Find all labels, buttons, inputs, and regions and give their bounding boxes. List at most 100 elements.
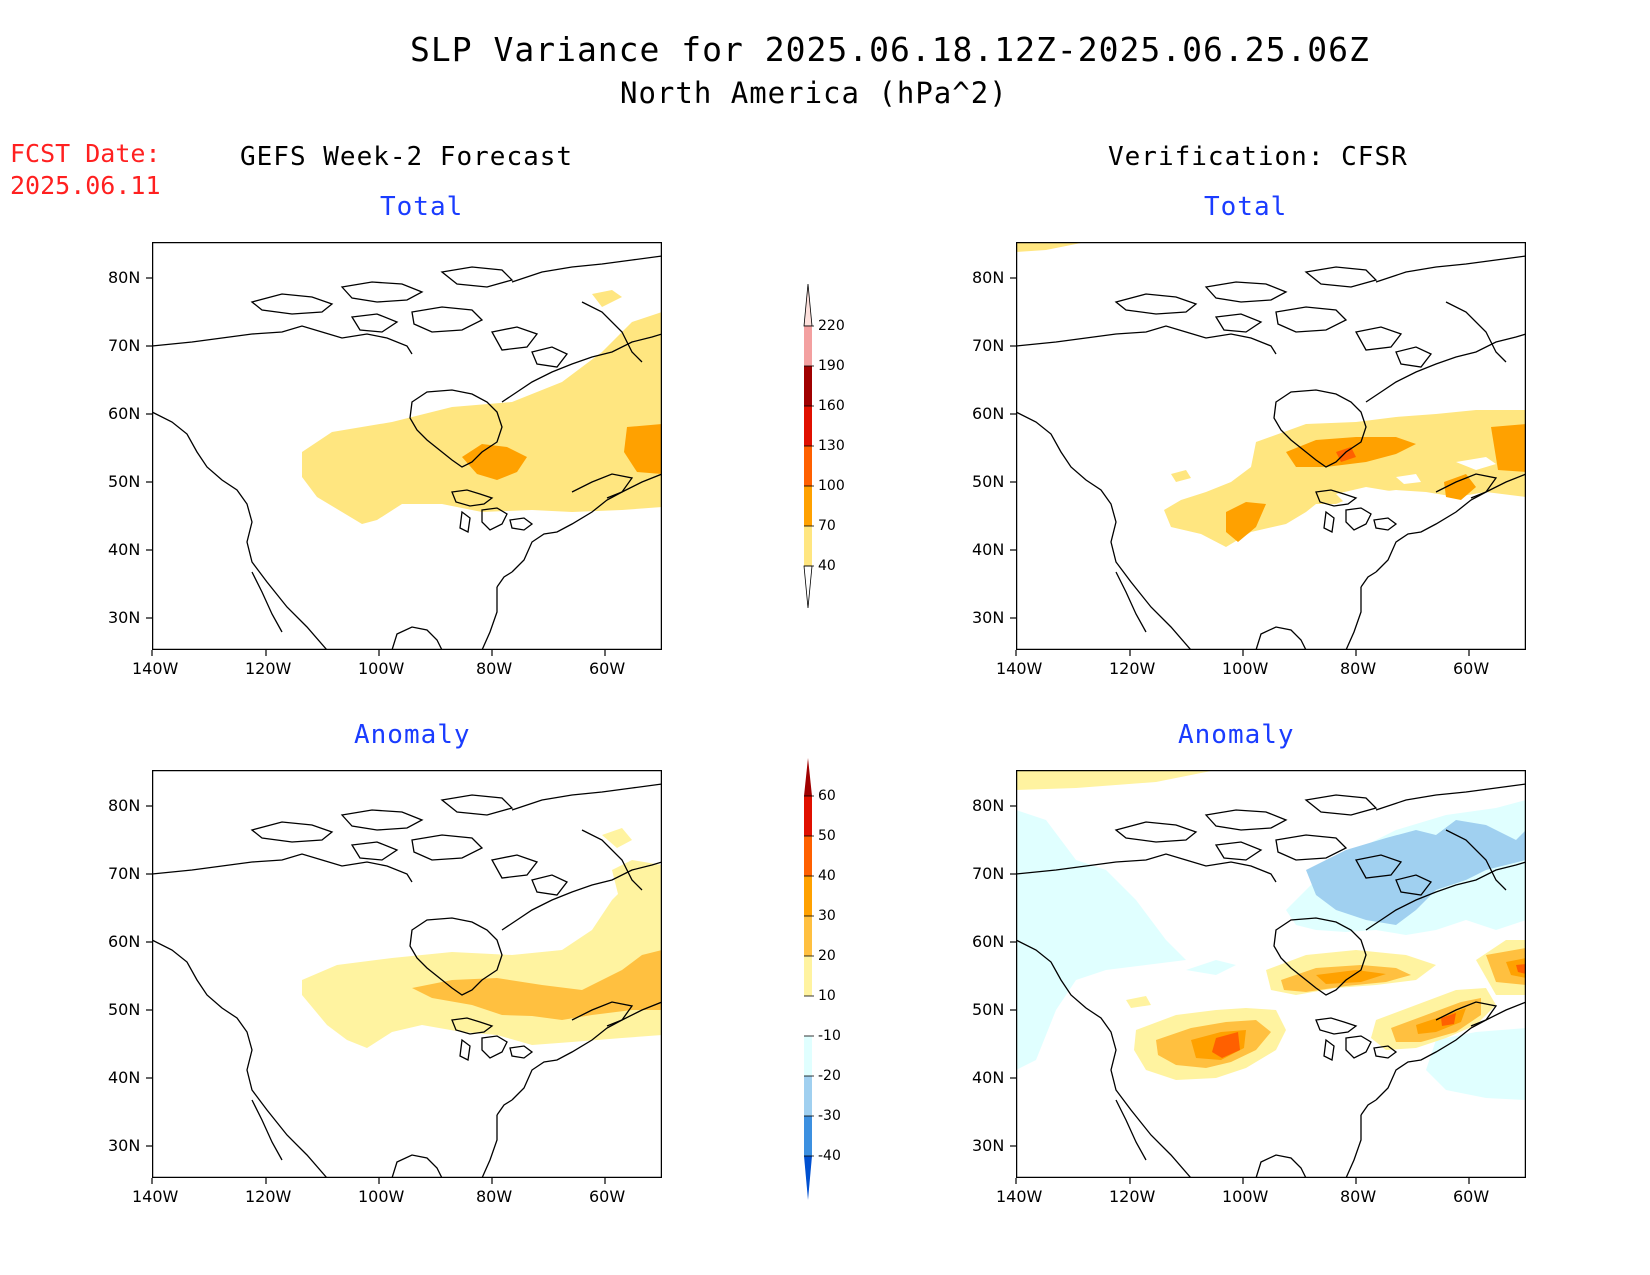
colorbar-total	[796, 282, 836, 612]
colorbar-total-seg-160-190	[804, 366, 812, 406]
y-tick-30n: 30N	[108, 1136, 141, 1155]
map-panel-cfsr-anomaly	[1015, 769, 1527, 1179]
chart-title: SLP Variance for 2025.06.18.12Z-2025.06.…	[410, 30, 1370, 69]
colorbar-total-seg-190-220	[804, 326, 812, 366]
panel-title-bottom-right: Anomaly	[1178, 720, 1295, 750]
y-tick-40n: 40N	[972, 540, 1005, 559]
x-tick-60w: 60W	[589, 659, 626, 678]
x-tick-120w: 120W	[1109, 659, 1156, 678]
x-tick-140w: 140W	[996, 1187, 1043, 1206]
x-tick-60w: 60W	[1453, 659, 1490, 678]
y-tick-80n: 80N	[972, 268, 1005, 287]
y-tick-60n: 60N	[108, 404, 141, 423]
shading-total-70-100	[462, 424, 662, 480]
y-tick-50n: 50N	[972, 1000, 1005, 1019]
colorbar-anomaly-seg-m10-m20	[804, 1036, 812, 1076]
shading-total-40-70	[302, 290, 662, 524]
panel-title-top-left: Total	[380, 192, 464, 222]
colorbar-anomaly-seg-neutral	[804, 996, 812, 1036]
shading-total-70-100	[1226, 424, 1526, 542]
shading-anomaly-neg20-30	[1306, 820, 1526, 925]
colorbar-total-seg-100-130	[804, 446, 812, 486]
colorbar-anomaly-label-40: 40	[818, 868, 836, 884]
x-tick-80w: 80W	[1340, 659, 1377, 678]
map-panel-gefs-total	[151, 241, 663, 651]
fcst-date-block: FCST Date: 2025.06.11	[10, 138, 161, 202]
x-tick-120w: 120W	[1109, 1187, 1156, 1206]
x-tick-80w: 80W	[476, 1187, 513, 1206]
x-tick-100w: 100W	[358, 659, 405, 678]
colorbar-anomaly-seg-40-50	[804, 836, 812, 876]
colorbar-anomaly-label-60: 60	[818, 788, 836, 804]
colorbar-anomaly-label-50: 50	[818, 828, 836, 844]
fcst-date-value: 2025.06.11	[10, 171, 161, 200]
y-tick-50n: 50N	[108, 1000, 141, 1019]
colorbar-anomaly-seg-10-20	[804, 956, 812, 996]
colorbar-total-label-190: 190	[818, 358, 845, 374]
colorbar-total-label-40: 40	[818, 558, 836, 574]
y-tick-80n: 80N	[108, 796, 141, 815]
y-tick-30n: 30N	[972, 1136, 1005, 1155]
colorbar-total-label-70: 70	[818, 518, 836, 534]
colorbar-total-label-130: 130	[818, 438, 845, 454]
colorbar-anomaly-label-30: 30	[818, 908, 836, 924]
colorbar-total-seg-70-100	[804, 486, 812, 526]
panel-title-top-right: Total	[1204, 192, 1288, 222]
y-tick-70n: 70N	[972, 864, 1005, 883]
x-tick-100w: 100W	[1222, 659, 1269, 678]
y-tick-70n: 70N	[108, 864, 141, 883]
colorbar-anomaly-label-10: 10	[818, 988, 836, 1004]
y-tick-60n: 60N	[972, 404, 1005, 423]
colorbar-anomaly-seg-m30-m40	[804, 1116, 812, 1156]
colorbar-total-top-wedge	[803, 283, 813, 327]
colorbar-anomaly-seg-m20-m30	[804, 1076, 812, 1116]
y-tick-70n: 70N	[108, 336, 141, 355]
colorbar-anomaly-bottom-wedge	[804, 1156, 812, 1200]
x-tick-80w: 80W	[1340, 1187, 1377, 1206]
blank-holes	[1336, 457, 1496, 504]
x-tick-140w: 140W	[996, 659, 1043, 678]
colorbar-total-seg-130-160	[804, 406, 812, 446]
left-column-title: GEFS Week-2 Forecast	[240, 142, 574, 172]
x-tick-60w: 60W	[1453, 1187, 1490, 1206]
x-tick-100w: 100W	[358, 1187, 405, 1206]
y-tick-80n: 80N	[972, 796, 1005, 815]
shading-anomaly-40-50	[1212, 964, 1526, 1058]
colorbar-anomaly-label-m20: -20	[818, 1068, 841, 1084]
colorbar-anomaly-seg-50-60	[804, 796, 812, 836]
y-tick-70n: 70N	[972, 336, 1005, 355]
fcst-date-label: FCST Date:	[10, 139, 161, 168]
colorbar-anomaly-seg-20-30	[804, 916, 812, 956]
right-column-title: Verification: CFSR	[1108, 142, 1408, 172]
x-tick-80w: 80W	[476, 659, 513, 678]
y-tick-40n: 40N	[108, 540, 141, 559]
x-tick-120w: 120W	[245, 1187, 292, 1206]
y-tick-50n: 50N	[108, 472, 141, 491]
x-tick-100w: 100W	[1222, 1187, 1269, 1206]
shading-anomaly-20-30	[412, 860, 662, 1020]
colorbar-anomaly-label-m30: -30	[818, 1108, 841, 1124]
colorbar-anomaly-label-m10: -10	[818, 1028, 841, 1044]
colorbar-anomaly	[796, 756, 836, 1206]
y-tick-60n: 60N	[972, 932, 1005, 951]
map-panel-cfsr-total	[1015, 241, 1527, 651]
colorbar-anomaly-top-wedge	[804, 758, 812, 796]
colorbar-total-label-100: 100	[818, 478, 845, 494]
y-tick-40n: 40N	[972, 1068, 1005, 1087]
y-tick-30n: 30N	[972, 608, 1005, 627]
colorbar-total-label-220: 220	[818, 318, 845, 334]
x-tick-140w: 140W	[132, 1187, 179, 1206]
colorbar-anomaly-label-m40: -40	[818, 1148, 841, 1164]
y-tick-60n: 60N	[108, 932, 141, 951]
x-tick-140w: 140W	[132, 659, 179, 678]
x-tick-120w: 120W	[245, 659, 292, 678]
colorbar-total-seg-40-70	[804, 526, 812, 566]
colorbar-anomaly-label-20: 20	[818, 948, 836, 964]
colorbar-total-bottom-wedge	[803, 565, 813, 609]
y-tick-40n: 40N	[108, 1068, 141, 1087]
y-tick-30n: 30N	[108, 608, 141, 627]
colorbar-anomaly-seg-30-40	[804, 876, 812, 916]
chart-subtitle: North America (hPa^2)	[620, 76, 1008, 110]
x-tick-60w: 60W	[589, 1187, 626, 1206]
